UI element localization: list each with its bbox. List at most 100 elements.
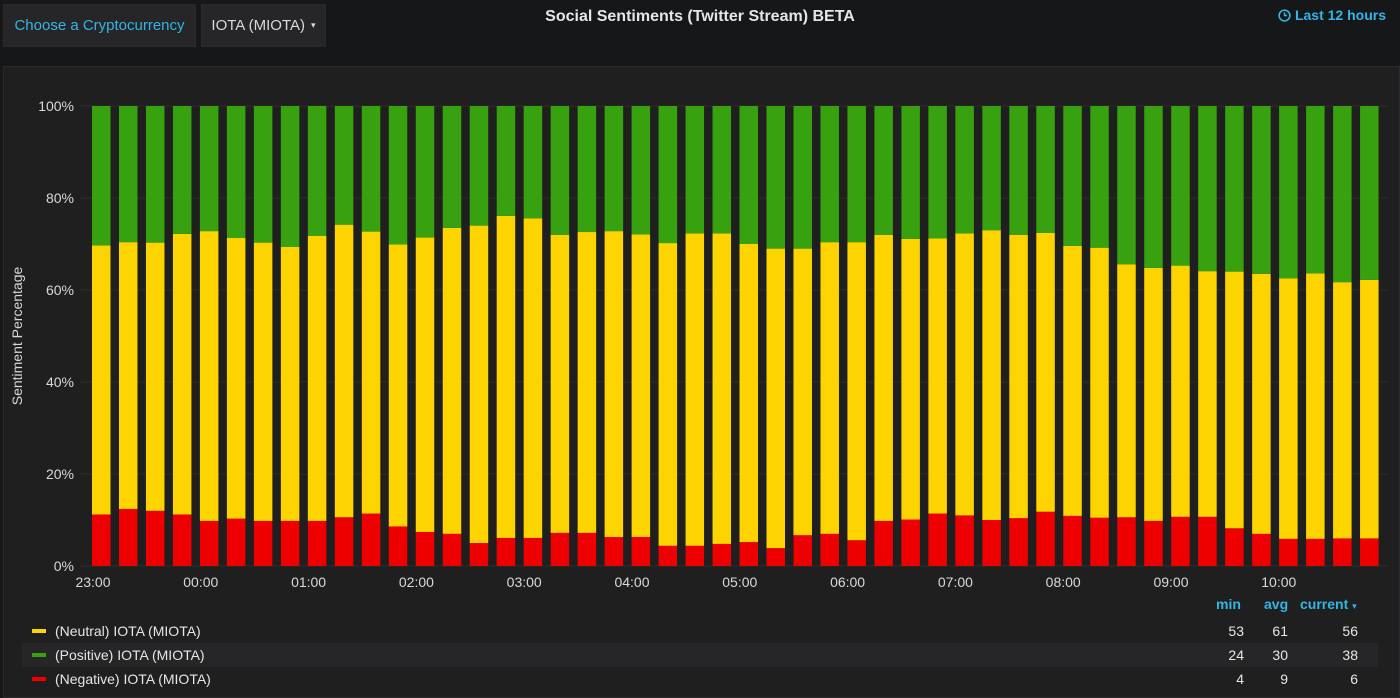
bar-positive bbox=[739, 106, 759, 244]
legend-current: 38 bbox=[1342, 647, 1358, 663]
choose-cryptocurrency-button[interactable]: Choose a Cryptocurrency bbox=[3, 4, 196, 47]
bar-positive bbox=[1252, 106, 1271, 274]
legend-row-positive[interactable]: (Positive) IOTA (MIOTA) 24 30 38 bbox=[22, 643, 1378, 667]
bar-negative bbox=[1117, 517, 1136, 566]
x-tick-label: 02:00 bbox=[399, 574, 434, 590]
bar-negative bbox=[1360, 538, 1379, 566]
currency-select[interactable]: IOTA (MIOTA) ▾ bbox=[201, 4, 326, 47]
bar-positive bbox=[280, 106, 300, 247]
bar-positive bbox=[820, 106, 839, 243]
bar-neutral bbox=[172, 233, 192, 515]
bar-positive bbox=[928, 106, 947, 239]
bar-neutral bbox=[280, 246, 300, 521]
bar-positive bbox=[658, 106, 678, 244]
bar-neutral bbox=[631, 234, 651, 538]
bar-negative bbox=[793, 535, 812, 566]
bar-positive bbox=[92, 106, 111, 246]
bar-positive bbox=[982, 106, 1001, 231]
bar-neutral bbox=[1063, 245, 1082, 516]
bar-neutral bbox=[388, 244, 408, 527]
bar-negative bbox=[658, 545, 678, 566]
bar-negative bbox=[847, 540, 866, 566]
bar-neutral bbox=[847, 242, 866, 541]
legend-min: 4 bbox=[1236, 671, 1244, 687]
bar-neutral bbox=[1225, 271, 1244, 529]
bar-negative bbox=[1279, 538, 1298, 566]
choose-cryptocurrency-label: Choose a Cryptocurrency bbox=[14, 17, 185, 34]
x-tick-label: 23:00 bbox=[75, 574, 110, 590]
bar-positive bbox=[793, 106, 812, 249]
bar-neutral bbox=[820, 242, 839, 534]
bar-positive bbox=[253, 106, 273, 243]
bar-negative bbox=[577, 532, 597, 566]
legend-label[interactable]: (Neutral) IOTA (MIOTA) bbox=[55, 623, 201, 639]
bar-positive bbox=[901, 106, 920, 239]
bar-positive bbox=[361, 106, 381, 232]
bar-positive bbox=[334, 106, 354, 225]
y-tick-label: 0% bbox=[54, 558, 74, 574]
bar-positive bbox=[685, 106, 705, 234]
bar-negative bbox=[1009, 518, 1028, 566]
bar-positive bbox=[1090, 106, 1109, 248]
legend-row-negative[interactable]: (Negative) IOTA (MIOTA) 4 9 6 bbox=[22, 667, 1378, 691]
bar-negative bbox=[496, 537, 516, 566]
y-tick-label: 20% bbox=[46, 466, 74, 482]
bar-neutral bbox=[415, 237, 435, 532]
legend-header-min[interactable]: min bbox=[1216, 596, 1241, 612]
caret-down-icon: ▾ bbox=[311, 20, 316, 30]
legend-label[interactable]: (Negative) IOTA (MIOTA) bbox=[55, 671, 211, 687]
legend-swatch-positive bbox=[32, 653, 46, 657]
bar-positive bbox=[550, 106, 570, 235]
bar-positive bbox=[1198, 106, 1217, 272]
bar-negative bbox=[361, 513, 381, 566]
selected-currency-label: IOTA (MIOTA) bbox=[211, 17, 306, 34]
bar-neutral bbox=[901, 238, 920, 520]
bar-positive bbox=[1171, 106, 1190, 266]
bar-neutral bbox=[874, 234, 893, 521]
bar-negative bbox=[172, 514, 192, 566]
time-range-picker[interactable]: Last 12 hours bbox=[1278, 7, 1386, 23]
bar-negative bbox=[253, 520, 273, 566]
bar-positive bbox=[145, 106, 165, 243]
bar-negative bbox=[712, 543, 732, 566]
bar-neutral bbox=[361, 231, 381, 514]
x-tick-label: 04:00 bbox=[614, 574, 649, 590]
bar-neutral bbox=[928, 238, 947, 514]
legend-header-current[interactable]: current ▾ bbox=[1300, 596, 1357, 612]
bar-positive bbox=[1279, 106, 1298, 279]
bar-negative bbox=[92, 514, 111, 566]
x-tick-label: 05:00 bbox=[722, 574, 757, 590]
bar-neutral bbox=[982, 230, 1001, 520]
bar-negative bbox=[415, 531, 435, 566]
bar-negative bbox=[1306, 538, 1325, 566]
bar-neutral bbox=[496, 215, 516, 538]
bar-positive bbox=[388, 106, 408, 245]
bar-neutral bbox=[253, 242, 273, 521]
bar-negative bbox=[550, 532, 570, 566]
bar-neutral bbox=[1009, 234, 1028, 519]
bar-neutral bbox=[793, 248, 812, 536]
x-tick-label: 06:00 bbox=[830, 574, 865, 590]
legend-row-neutral[interactable]: (Neutral) IOTA (MIOTA) 53 61 56 bbox=[22, 619, 1378, 643]
bar-negative bbox=[901, 519, 920, 566]
legend-header-avg[interactable]: avg bbox=[1264, 596, 1289, 612]
bar-positive bbox=[955, 106, 974, 234]
bar-positive bbox=[1117, 106, 1136, 265]
bar-neutral bbox=[145, 242, 165, 511]
bar-negative bbox=[874, 520, 893, 566]
bar-positive bbox=[307, 106, 327, 236]
bar-positive bbox=[1333, 106, 1352, 283]
bar-positive bbox=[766, 106, 785, 249]
bar-negative bbox=[1144, 520, 1163, 566]
time-range-label: Last 12 hours bbox=[1294, 7, 1386, 23]
bar-positive bbox=[631, 106, 651, 235]
bar-negative bbox=[118, 508, 138, 566]
bar-positive bbox=[1063, 106, 1082, 246]
bar-positive bbox=[469, 106, 489, 226]
legend-label[interactable]: (Positive) IOTA (MIOTA) bbox=[55, 647, 205, 663]
sentiment-chart: 0% 20% 40% 60% 80% 100% Sentiment Percentage 23… bbox=[9, 98, 1388, 590]
legend-avg: 9 bbox=[1280, 671, 1288, 687]
bar-neutral bbox=[1333, 282, 1352, 539]
legend-min: 53 bbox=[1228, 623, 1244, 639]
bar-neutral bbox=[307, 235, 327, 521]
